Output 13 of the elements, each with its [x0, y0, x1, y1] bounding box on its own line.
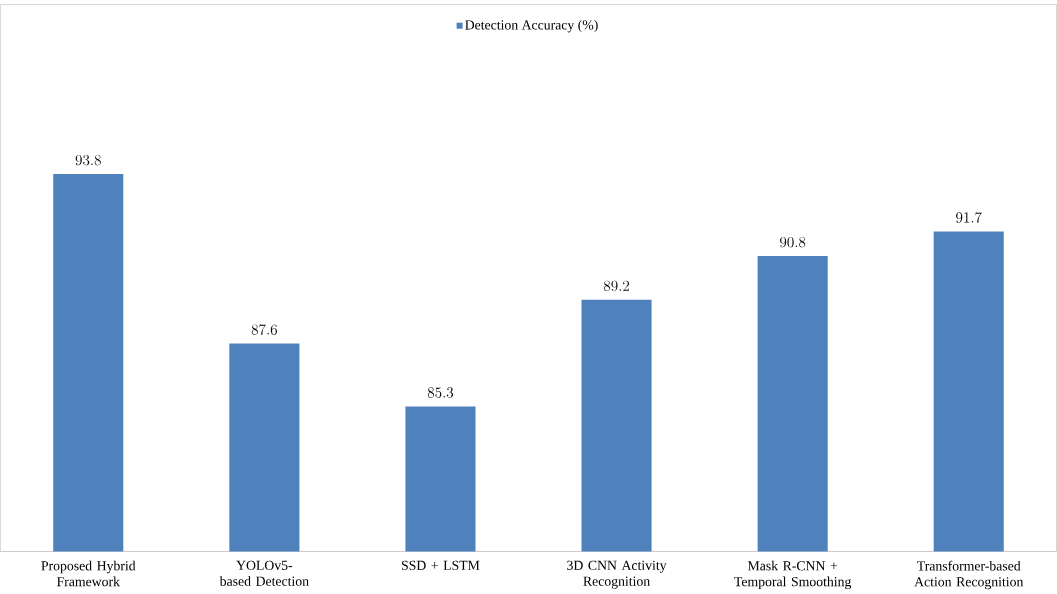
data-label: 91 .7 — [956, 212, 982, 223]
data-label: 89.2 — [603, 280, 630, 292]
data-label: 90.8 — [780, 237, 806, 248]
data-label: 87.6 — [251, 324, 277, 335]
x-tick-label: Proposed Hybrid Framework — [41, 560, 136, 587]
x-tick-label: YOLOv5-based Detection — [219, 560, 309, 586]
data-label: 93.8 — [75, 154, 101, 166]
x-tick-label: SSD + LSTM — [401, 560, 480, 571]
x-tick-label: Mask R-CNN + Temporal Smoothing — [734, 560, 852, 590]
x-tick-label: 3D CNN Activity Recognition — [567, 560, 667, 589]
data-label: 85.3 — [427, 387, 454, 398]
legend-label: Detection Accuracy (%) — [465, 19, 598, 33]
x-tick-label: Transformer-based Action Recognition — [914, 560, 1024, 590]
